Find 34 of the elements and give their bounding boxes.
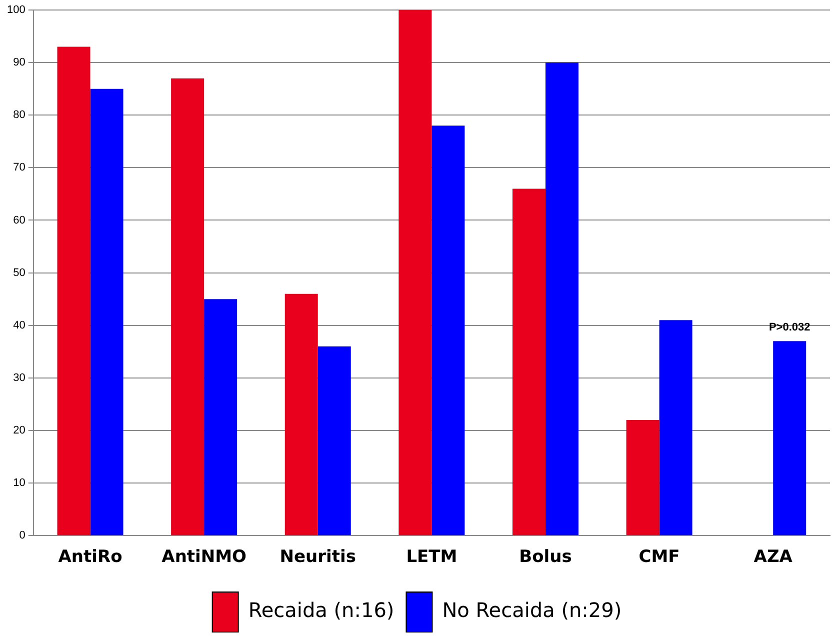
y-tick-label: 90 (13, 56, 26, 69)
y-tick-label: 80 (13, 109, 26, 122)
y-tick-label: 40 (13, 319, 26, 332)
y-tick-label: 0 (19, 530, 26, 542)
bar (284, 294, 318, 536)
bar (90, 88, 124, 536)
y-tick-label: 70 (13, 162, 26, 174)
bar (626, 420, 660, 536)
annotation: P>0.032 (768, 322, 810, 334)
bar (318, 346, 351, 536)
bar (659, 320, 692, 536)
y-tick-label: 50 (13, 266, 26, 279)
bar (512, 188, 546, 536)
legend-label: No Recaida (n:29) (442, 598, 622, 622)
x-tick-label: AntiRo (58, 547, 122, 568)
bar (773, 341, 806, 536)
y-tick-label: 30 (13, 372, 26, 384)
x-tick-label: AZA (754, 547, 794, 568)
x-tick-label: AntiNMO (162, 547, 246, 568)
y-tick-label: 20 (13, 424, 26, 437)
bar (398, 10, 432, 536)
legend-label: Recaida (n:16) (248, 598, 394, 622)
y-tick-label: 100 (6, 4, 26, 16)
y-tick-label: 10 (13, 477, 26, 490)
x-tick-label: CMF (638, 547, 680, 568)
bar (432, 126, 465, 536)
y-tick-label: 60 (13, 214, 26, 226)
bar (171, 78, 204, 536)
bar (545, 62, 578, 536)
bar (57, 46, 90, 536)
bar (204, 299, 238, 536)
x-tick-label: Bolus (519, 547, 572, 568)
x-tick-label: Neuritis (280, 547, 356, 568)
x-tick-label: LETM (406, 547, 458, 568)
